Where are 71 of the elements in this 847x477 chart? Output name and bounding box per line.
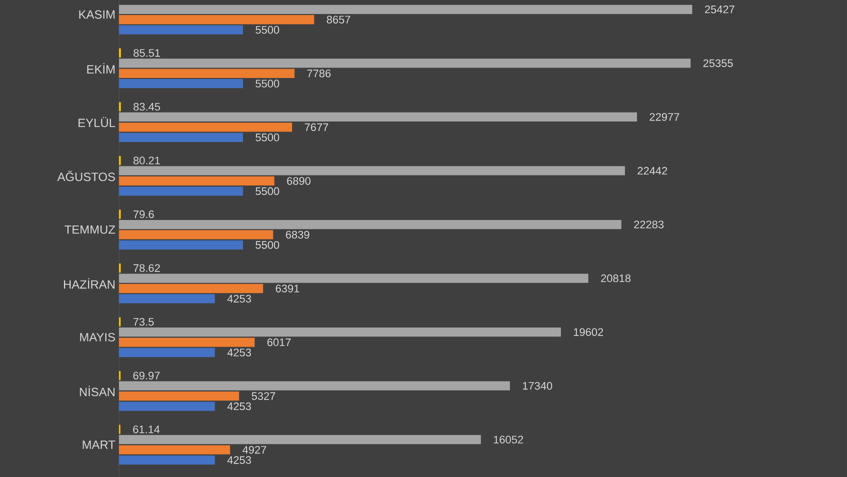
data-label: 25427 [704, 6, 734, 14]
y-tick-label: EKİM [87, 63, 114, 74]
bar [119, 15, 314, 24]
data-label: 6017 [267, 338, 291, 346]
data-label: 8657 [326, 16, 350, 24]
bar [119, 294, 215, 304]
data-label: 5500 [256, 80, 280, 88]
bar [119, 68, 295, 78]
bar [119, 402, 215, 411]
bar [119, 391, 240, 401]
data-label: 25355 [703, 59, 733, 68]
data-label: 5500 [256, 187, 280, 196]
bar [119, 240, 244, 250]
bar [119, 79, 244, 88]
data-label: 6839 [286, 230, 310, 239]
data-label: 79.6 [134, 210, 154, 218]
bar [119, 186, 244, 196]
bar [119, 455, 215, 465]
bar [119, 274, 588, 283]
data-label: 5500 [256, 134, 280, 142]
y-tick-label: KASIM [79, 10, 114, 19]
y-tick-label: MAYIS [80, 332, 115, 342]
bar [119, 284, 264, 294]
bar [119, 122, 292, 132]
y-tick-label: HAZİRAN [64, 278, 115, 289]
bar [119, 25, 244, 34]
data-label: 6890 [287, 177, 310, 185]
data-label: 85.51 [134, 49, 160, 57]
data-label: 22442 [638, 166, 668, 175]
data-label: 19602 [574, 328, 604, 336]
data-label: 16052 [494, 436, 524, 444]
y-tick-label: TEMMUZ [64, 225, 116, 234]
data-label: 69.97 [133, 372, 160, 380]
data-label: 5500 [256, 26, 280, 34]
data-label: 4253 [227, 456, 251, 464]
bar [119, 166, 625, 176]
bar [119, 338, 255, 347]
data-label: 5327 [252, 392, 276, 400]
bar [119, 348, 215, 358]
data-label: 6391 [276, 284, 300, 292]
bar [119, 132, 244, 142]
bar [119, 381, 510, 390]
data-label: 4253 [227, 348, 251, 356]
bar [119, 220, 622, 230]
data-label: 7786 [307, 70, 331, 78]
data-label: 17340 [522, 382, 552, 390]
data-label: 7677 [304, 123, 328, 132]
bar [119, 230, 274, 240]
y-tick-label: MART [82, 440, 116, 449]
y-tick-label: EYLÜL [78, 117, 116, 128]
y-tick-label: NİSAN [80, 386, 115, 396]
bar [119, 112, 637, 122]
data-label: 4253 [227, 402, 251, 410]
bar [119, 435, 481, 444]
data-label: 22977 [650, 113, 680, 121]
data-label: 83.45 [134, 102, 160, 111]
data-label: 73.5 [133, 318, 154, 326]
data-label: 61.14 [133, 426, 160, 434]
bar [119, 4, 692, 14]
y-tick-label: AĞUSTOS [57, 170, 115, 182]
bar [119, 176, 274, 186]
bar [119, 58, 691, 68]
data-label: 4253 [227, 294, 251, 303]
bar [119, 445, 230, 454]
data-label: 4927 [242, 446, 266, 454]
data-label: 22283 [634, 220, 664, 228]
data-label: 20818 [601, 274, 631, 282]
data-label: 78.62 [134, 264, 160, 272]
data-label: 80.21 [133, 156, 160, 164]
bar [119, 327, 561, 337]
data-label: 5500 [256, 241, 280, 249]
